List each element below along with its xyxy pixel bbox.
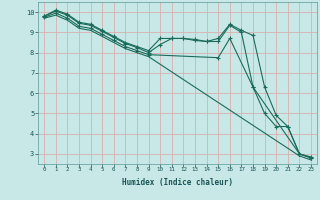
X-axis label: Humidex (Indice chaleur): Humidex (Indice chaleur) <box>122 178 233 187</box>
